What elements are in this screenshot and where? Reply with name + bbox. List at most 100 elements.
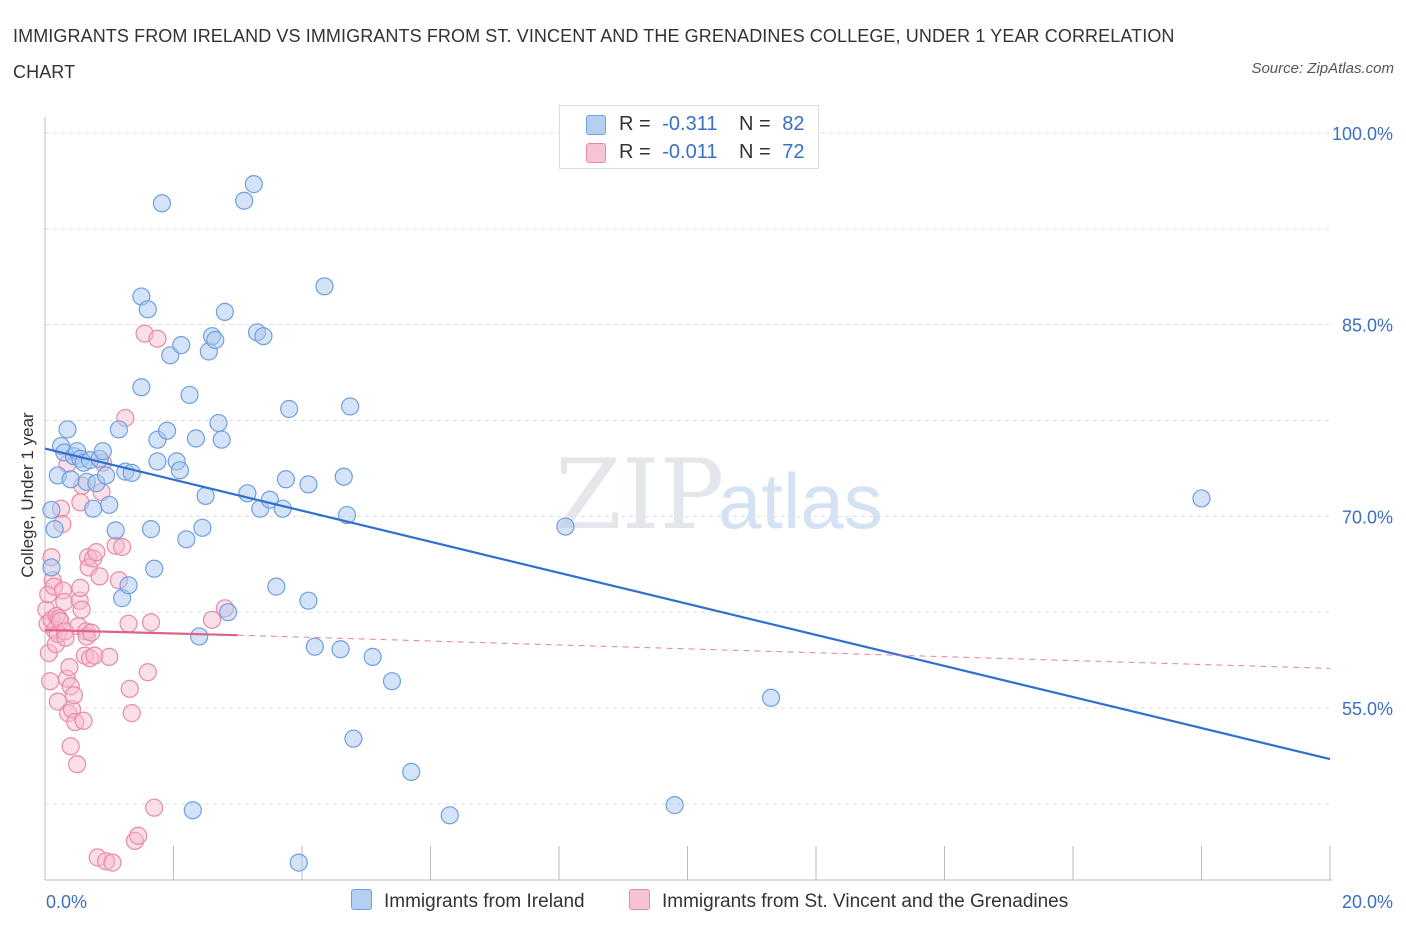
ireland-point: [106, 521, 125, 540]
ireland-point: [42, 558, 61, 577]
y-axis-title: College, Under 1 year: [18, 412, 37, 578]
stvincent-point: [141, 613, 161, 632]
y-tick-label: 70.0%: [1342, 507, 1393, 527]
y-tick-label: 85.0%: [1342, 316, 1393, 336]
ireland-point: [209, 413, 228, 433]
ireland-point: [440, 806, 459, 825]
source-label: Source: ZipAtlas.com: [1251, 60, 1394, 77]
stvincent-point: [72, 600, 91, 619]
ireland-point: [148, 452, 167, 471]
ireland-point: [344, 729, 363, 748]
ireland-point: [244, 175, 263, 194]
bottom-legend-stvincent: Immigrants from St. Vincent and the Gren…: [629, 889, 1068, 914]
stvincent-point: [41, 672, 60, 691]
ireland-point: [556, 517, 575, 536]
ireland-point: [299, 591, 318, 610]
ireland-point: [58, 420, 77, 439]
ireland-point: [334, 467, 353, 486]
stvincent-point: [64, 686, 84, 705]
stvincent-point: [68, 755, 87, 774]
ireland-point: [341, 397, 360, 416]
stvincent-point: [85, 646, 104, 665]
y-tick-label: 55.0%: [1342, 699, 1393, 719]
ireland-point: [177, 530, 196, 549]
legend-swatch-ireland: [586, 115, 606, 135]
ireland-point: [93, 442, 112, 461]
ireland-point: [402, 762, 421, 781]
ireland-point: [42, 500, 61, 520]
x-tick-label-start: 0.0%: [46, 892, 87, 912]
ireland-point: [665, 796, 684, 815]
ireland-point: [363, 647, 382, 666]
stvincent-point: [44, 577, 64, 596]
stvincent-point: [60, 658, 79, 677]
correlation-legend: R = -0.311 N = 82 R = -0.011 N = 72: [559, 105, 819, 169]
ireland-point: [331, 640, 350, 659]
ireland-point: [299, 475, 318, 494]
labels-layer: 100.0% 85.0% 70.0% 55.0% 0.0% 20.0% College, U…: [18, 124, 1393, 912]
ireland-point: [761, 688, 781, 707]
legend-r-label: R =: [619, 113, 651, 135]
stvincent-point: [56, 628, 75, 647]
ireland-point: [219, 603, 238, 622]
stvincent-point: [122, 704, 141, 723]
stvincent-point: [90, 567, 109, 586]
stvincent-point: [48, 692, 67, 711]
stvincent-point: [119, 614, 138, 633]
bottom-legend-label-stvincent: Immigrants from St. Vincent and the Gren…: [662, 891, 1069, 912]
stvincent-trend-line: [44, 628, 238, 637]
legend-text-ireland: R = -0.311 N = 82: [619, 112, 805, 136]
legend-n-label: N =: [739, 141, 771, 163]
stvincent-trend-extension: [237, 634, 1331, 669]
stvincent-point: [71, 578, 90, 597]
ireland-point: [152, 194, 172, 213]
ireland-point: [206, 330, 225, 350]
axes-layer: [44, 117, 1332, 881]
ireland-point: [273, 499, 292, 518]
stvincent-point: [96, 852, 116, 871]
trend-layer: [44, 447, 1331, 761]
chart-title: IMMIGRANTS FROM IRELAND VS IMMIGRANTS FR…: [13, 26, 1175, 82]
stvincent-point: [100, 647, 119, 666]
ireland-point: [157, 421, 177, 440]
ireland-point: [170, 461, 190, 480]
ireland-point: [45, 520, 64, 539]
legend-text-stvincent: R = -0.011 N = 72: [619, 140, 805, 164]
ireland-point: [100, 495, 119, 514]
ireland-point: [84, 499, 103, 518]
ireland-point: [235, 191, 254, 210]
stvincent-point: [125, 831, 145, 850]
stvincent-point: [145, 798, 164, 817]
ireland-point: [190, 627, 209, 646]
ireland-point: [119, 576, 138, 595]
legend-n-value-ireland: 82: [782, 113, 805, 135]
legend-r-value-ireland: -0.311: [662, 113, 718, 135]
ireland-point: [276, 470, 296, 489]
ireland-point: [183, 801, 202, 820]
ireland-point: [280, 399, 299, 419]
stvincent-point: [70, 591, 89, 610]
stvincent-point: [61, 737, 80, 756]
ireland-point: [172, 336, 191, 355]
ireland-point: [337, 505, 357, 525]
ireland-point: [145, 559, 164, 578]
legend-swatch-stvincent: [586, 143, 606, 163]
stvincent-point: [120, 679, 139, 698]
ireland-trend-line: [44, 447, 1331, 761]
ireland-point: [212, 430, 231, 449]
watermark: ZIP atlas: [555, 439, 883, 551]
legend-n-value-stvincent: 72: [782, 141, 805, 163]
x-tick-label-end: 20.0%: [1342, 892, 1393, 912]
ireland-point: [305, 637, 324, 656]
stvincent-point: [129, 826, 148, 845]
legend-r-value-stvincent: -0.011: [662, 141, 718, 163]
ireland-point: [254, 327, 273, 346]
ireland-point: [109, 420, 128, 439]
stvincent-point: [148, 329, 167, 348]
ireland-point: [382, 672, 402, 691]
ireland-point: [138, 300, 157, 319]
legend-r-label: R =: [619, 141, 651, 163]
ireland-point: [132, 378, 151, 397]
ireland-point: [315, 277, 334, 296]
stvincent-point: [53, 581, 73, 600]
